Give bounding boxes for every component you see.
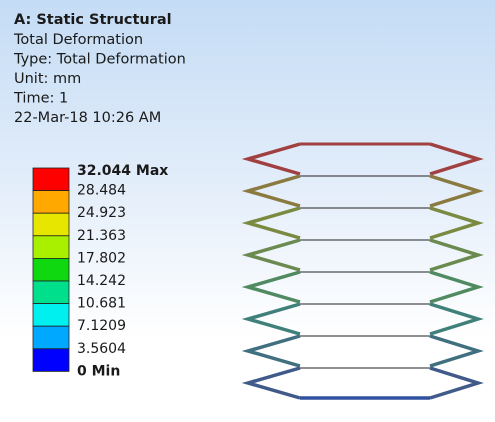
legend-swatch — [33, 326, 69, 349]
legend-swatch — [33, 191, 69, 214]
header-line: Type: Total Deformation — [13, 52, 186, 68]
legend-label: 14.242 — [77, 273, 126, 289]
legend-swatch — [33, 281, 69, 304]
legend-label: 28.484 — [77, 183, 126, 199]
screen: A: Static Structural Total Deformation Ty… — [0, 0, 495, 422]
legend-swatch — [33, 258, 69, 281]
ring — [248, 176, 300, 206]
ring — [430, 208, 478, 238]
ring — [430, 272, 478, 302]
legend-label: 0 Min — [77, 363, 120, 379]
legend-label: 7.1209 — [77, 318, 126, 334]
ring — [248, 368, 300, 398]
ring — [248, 144, 300, 174]
legend-label: 32.044 Max — [77, 163, 168, 179]
legend-swatch — [33, 236, 69, 259]
ring — [430, 368, 478, 398]
ring — [248, 272, 300, 302]
legend-swatch — [33, 213, 69, 236]
legend-label: 24.923 — [77, 205, 126, 221]
model — [248, 144, 478, 398]
ring — [430, 176, 478, 206]
header-line: 22-Mar-18 10:26 AM — [14, 110, 161, 126]
ring — [430, 240, 478, 270]
legend-swatch — [33, 304, 69, 327]
ring — [430, 336, 478, 366]
ring — [248, 240, 300, 270]
legend-label: 17.802 — [77, 250, 126, 266]
ring — [248, 208, 300, 238]
legend: 32.044 Max 28.484 24.923 21.363 17.802 14.242… — [33, 163, 168, 379]
ring — [430, 304, 478, 334]
header: Total Deformation Type: Total Deformation… — [13, 32, 186, 126]
legend-label: 21.363 — [77, 228, 126, 244]
ring — [248, 304, 300, 334]
viewport: A: Static Structural Total Deformation Ty… — [0, 0, 495, 422]
title: A: Static Structural — [14, 12, 172, 28]
header-line: Time: 1 — [13, 91, 68, 107]
header-line: Unit: mm — [14, 71, 81, 87]
legend-swatch — [33, 168, 69, 191]
legend-label: 10.681 — [77, 296, 126, 312]
legend-label: 3.5604 — [77, 341, 126, 357]
legend-swatch — [33, 349, 69, 372]
header-line: Total Deformation — [13, 32, 143, 48]
ring — [248, 336, 300, 366]
ring — [430, 144, 478, 174]
